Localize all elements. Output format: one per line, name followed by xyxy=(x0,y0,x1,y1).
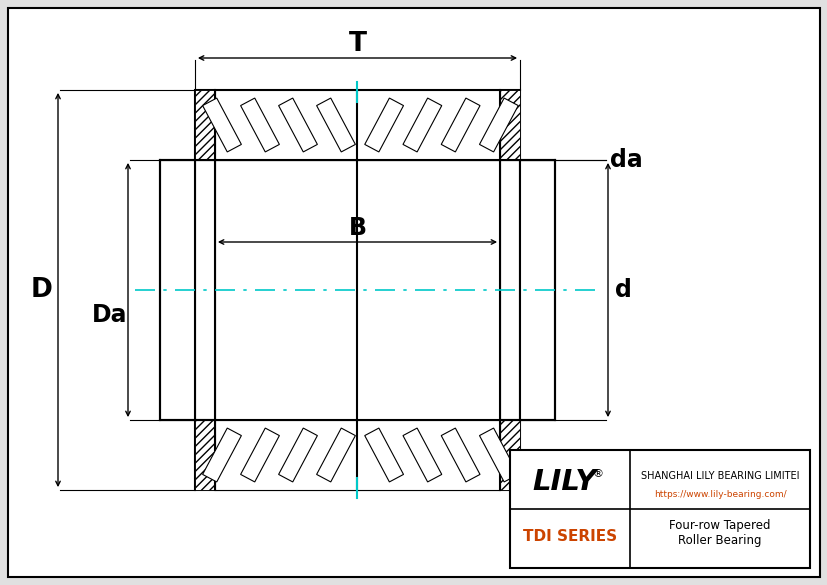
Bar xyxy=(215,420,500,490)
Bar xyxy=(195,420,519,490)
Polygon shape xyxy=(403,428,442,482)
Bar xyxy=(519,160,554,420)
Bar xyxy=(195,90,519,160)
Bar xyxy=(195,420,519,490)
Text: ®: ® xyxy=(592,469,603,479)
Text: Four-row Tapered
Roller Bearing: Four-row Tapered Roller Bearing xyxy=(668,518,770,546)
Bar xyxy=(215,90,500,160)
Text: da: da xyxy=(609,148,642,172)
Bar xyxy=(215,160,500,420)
Polygon shape xyxy=(479,428,518,482)
Bar xyxy=(195,90,519,490)
Bar xyxy=(195,160,519,420)
Text: LILY: LILY xyxy=(532,468,596,496)
Bar xyxy=(160,160,195,420)
Text: D: D xyxy=(31,277,53,303)
Polygon shape xyxy=(365,428,403,482)
Polygon shape xyxy=(403,98,442,152)
Polygon shape xyxy=(365,98,403,152)
Polygon shape xyxy=(316,428,355,482)
Polygon shape xyxy=(278,428,317,482)
Polygon shape xyxy=(241,98,279,152)
Text: B: B xyxy=(348,216,366,240)
Bar xyxy=(509,450,809,568)
Bar xyxy=(195,90,519,160)
Text: TDI SERIES: TDI SERIES xyxy=(523,529,616,543)
Text: T: T xyxy=(348,31,366,57)
Text: SHANGHAI LILY BEARING LIMITEI: SHANGHAI LILY BEARING LIMITEI xyxy=(640,471,798,481)
Polygon shape xyxy=(479,98,518,152)
Polygon shape xyxy=(203,428,241,482)
Polygon shape xyxy=(441,428,480,482)
Text: d: d xyxy=(614,278,631,302)
Polygon shape xyxy=(203,98,241,152)
Polygon shape xyxy=(241,428,279,482)
Polygon shape xyxy=(441,98,480,152)
Polygon shape xyxy=(316,98,355,152)
Text: Da: Da xyxy=(92,303,127,327)
Text: https://www.lily-bearing.com/: https://www.lily-bearing.com/ xyxy=(653,490,786,500)
Polygon shape xyxy=(278,98,317,152)
